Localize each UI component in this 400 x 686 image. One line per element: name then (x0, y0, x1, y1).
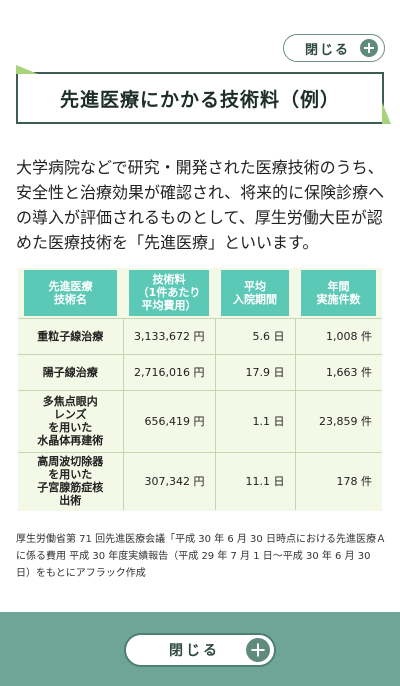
corner-decoration (382, 102, 391, 124)
description: 大学病院などで研究・開発された医療技術のうち、安全性と治療効果が確認され、将来的… (16, 158, 385, 252)
close-label: 閉じる (304, 42, 350, 58)
count-value: 1,663 件 (294, 353, 382, 390)
table-row: 多焦点眼内 レンズ を用いた 水晶体再建術 656,419 円 1.1 日 23… (18, 389, 382, 452)
count-value: 1,008 件 (294, 317, 382, 354)
plus-icon (246, 638, 270, 662)
cost-value: 2,716,016 円 (122, 353, 215, 390)
table-row: 高周波切除器 を用いた 子宮腺筋症核 出術 307,342 円 11.1 日 1… (18, 451, 382, 510)
header-count: 年間 実施件数 (295, 268, 382, 318)
stay-value: 1.1 日 (214, 389, 295, 452)
header-stay: 平均 入院期間 (215, 268, 295, 318)
technique-name: 重粒子線治療 (18, 317, 123, 354)
table-row: 陽子線治療 2,716,016 円 17.9 日 1,663 件 (18, 353, 382, 390)
plus-icon (360, 39, 378, 57)
technique-name: 高周波切除器 を用いた 子宮腺筋症核 出術 (18, 451, 123, 510)
count-value: 178 件 (294, 451, 382, 510)
stay-value: 11.1 日 (214, 451, 295, 510)
close-label: 閉じる (169, 643, 220, 659)
cost-value: 3,133,672 円 (122, 317, 215, 354)
header-label: 先進医療 技術名 (24, 269, 117, 316)
close-button-bottom[interactable]: 閉じる (124, 633, 276, 667)
technique-table: 先進医療 技術名 技術料 （1件あたり 平均費用） 平均 入院期間 年間 実施件… (18, 268, 382, 511)
page-title: 先進医療にかかる技術料（例） (59, 88, 340, 111)
close-button-top[interactable]: 閉じる (283, 34, 385, 62)
header-label: 技術料 （1件あたり 平均費用） (129, 269, 209, 316)
header-label: 年間 実施件数 (301, 269, 376, 316)
table-row: 重粒子線治療 3,133,672 円 5.6 日 1,008 件 (18, 317, 382, 354)
stay-value: 5.6 日 (214, 317, 295, 354)
technique-name: 多焦点眼内 レンズ を用いた 水晶体再建術 (18, 389, 123, 452)
source-note: 厚生労働省第 71 回先進医療会議「平成 30 年 6 月 30 日時点における… (16, 534, 386, 579)
corner-decoration (16, 65, 38, 74)
header-technique: 先進医療 技術名 (18, 268, 123, 318)
technique-name: 陽子線治療 (18, 353, 123, 390)
cost-value: 307,342 円 (122, 451, 215, 510)
stay-value: 17.9 日 (214, 353, 295, 390)
header-cost: 技術料 （1件あたり 平均費用） (123, 268, 215, 318)
cost-value: 656,419 円 (122, 389, 215, 452)
header-label: 平均 入院期間 (221, 269, 289, 316)
title-box: 先進医療にかかる技術料（例） (16, 65, 391, 124)
count-value: 23,859 件 (294, 389, 382, 452)
